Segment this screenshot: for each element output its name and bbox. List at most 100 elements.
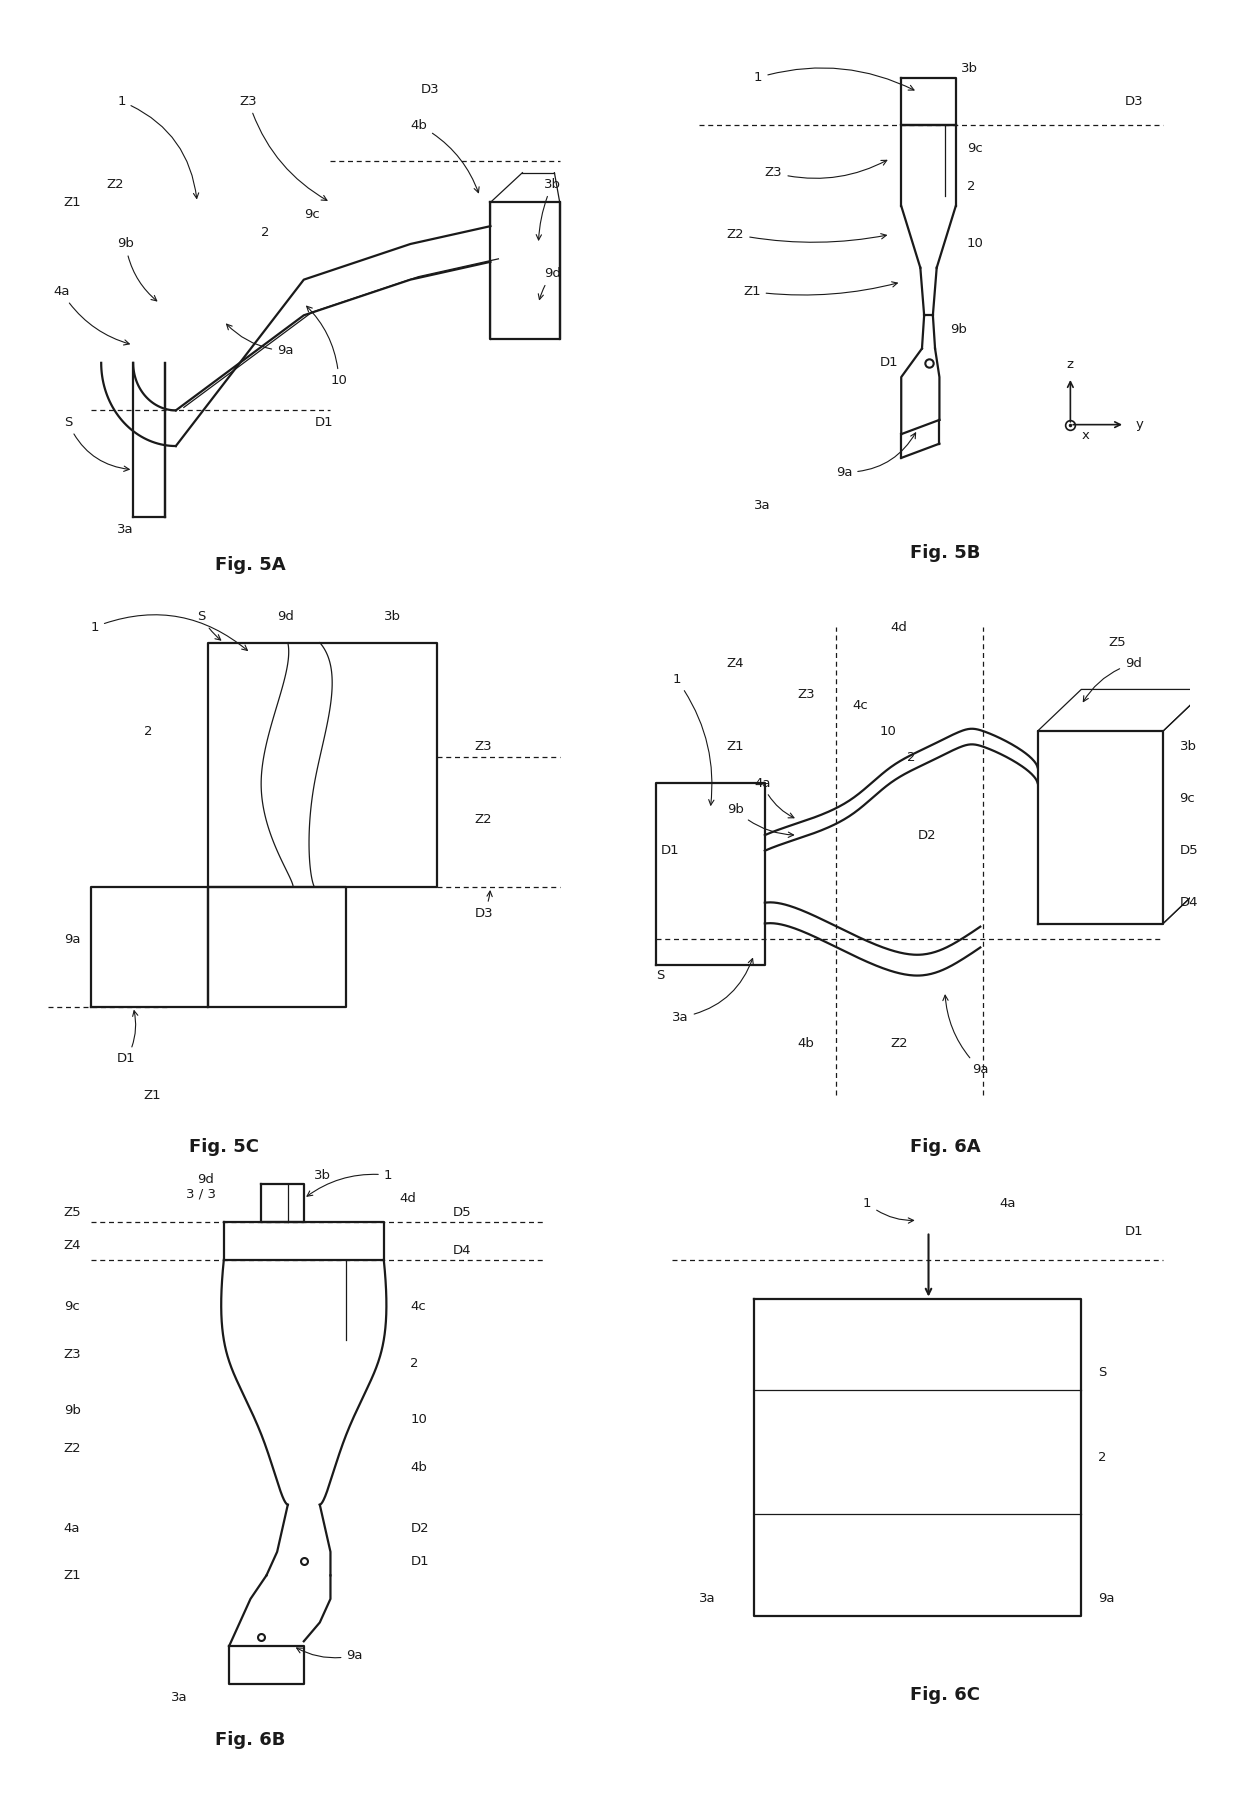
Text: D1: D1 [315, 416, 334, 429]
Text: D3: D3 [422, 83, 440, 95]
Text: Z5: Z5 [1109, 637, 1126, 649]
Text: D1: D1 [1125, 1225, 1143, 1238]
Text: 4a: 4a [754, 777, 794, 818]
Text: 1: 1 [863, 1197, 914, 1224]
Text: 4c: 4c [410, 1301, 427, 1313]
Text: 1: 1 [754, 68, 914, 90]
Text: D4: D4 [453, 1243, 471, 1258]
Text: 3b: 3b [961, 61, 978, 75]
Text: 3a: 3a [672, 958, 753, 1024]
Text: 9a: 9a [942, 996, 988, 1076]
Text: 3a: 3a [754, 499, 770, 511]
Text: Z2: Z2 [475, 813, 492, 825]
Text: 9b: 9b [950, 323, 967, 335]
Text: Z2: Z2 [107, 178, 124, 190]
Text: 2: 2 [906, 750, 915, 764]
Text: D5: D5 [453, 1206, 471, 1220]
Text: x: x [1081, 429, 1089, 441]
Text: Z2: Z2 [64, 1442, 82, 1455]
Text: 9a: 9a [64, 933, 81, 945]
Text: S: S [656, 969, 665, 981]
Text: 9a: 9a [1097, 1593, 1115, 1606]
Text: D1: D1 [410, 1555, 429, 1568]
Text: 9b: 9b [727, 802, 794, 838]
Text: 1: 1 [672, 673, 714, 806]
Text: 3a: 3a [699, 1593, 715, 1606]
Text: D2: D2 [410, 1521, 429, 1534]
Text: 10: 10 [306, 307, 347, 388]
Text: Z1: Z1 [64, 196, 82, 208]
Text: 1: 1 [308, 1168, 392, 1197]
Text: 4b: 4b [410, 1460, 428, 1473]
Text: 2: 2 [262, 226, 269, 239]
Text: 10: 10 [410, 1414, 428, 1426]
Text: D1: D1 [879, 357, 898, 370]
Text: 3b: 3b [383, 610, 401, 623]
Text: 9d: 9d [277, 610, 294, 623]
Text: Z4: Z4 [727, 657, 744, 669]
Text: 4a: 4a [64, 1521, 81, 1534]
Text: Z2: Z2 [890, 1037, 908, 1049]
Text: 9c: 9c [64, 1301, 79, 1313]
Text: S: S [64, 416, 129, 472]
Text: 1: 1 [117, 95, 198, 199]
Text: Fig. 6A: Fig. 6A [910, 1137, 980, 1157]
Text: 9a: 9a [227, 325, 294, 357]
Text: 4d: 4d [399, 1193, 417, 1206]
Text: 3b: 3b [315, 1168, 331, 1182]
Text: 10: 10 [967, 237, 983, 251]
Text: Fig. 5B: Fig. 5B [910, 544, 980, 562]
Text: S: S [197, 610, 221, 640]
Text: D4: D4 [1179, 897, 1198, 910]
Text: 3b: 3b [536, 178, 560, 240]
Text: 2: 2 [144, 725, 153, 737]
Text: Z3: Z3 [765, 160, 887, 179]
Text: 3a: 3a [170, 1692, 187, 1704]
Text: Z5: Z5 [64, 1206, 82, 1220]
Text: 9b: 9b [117, 237, 156, 301]
Text: 9a: 9a [836, 432, 915, 479]
Text: Fig. 6B: Fig. 6B [216, 1731, 285, 1749]
Text: 2: 2 [410, 1356, 419, 1371]
Text: Z3: Z3 [475, 741, 492, 753]
Text: 4b: 4b [410, 118, 479, 192]
Text: 9d: 9d [538, 267, 560, 300]
Text: 9d: 9d [197, 1173, 215, 1186]
Text: D2: D2 [918, 829, 936, 841]
Text: D1: D1 [117, 1010, 138, 1066]
Text: 1: 1 [91, 615, 248, 651]
Text: Z2: Z2 [727, 228, 887, 242]
Text: Z3: Z3 [64, 1347, 82, 1360]
Text: 4a: 4a [53, 285, 129, 344]
Text: 4a: 4a [999, 1197, 1016, 1209]
Text: D5: D5 [1179, 845, 1198, 858]
Text: Fig. 5A: Fig. 5A [216, 556, 285, 574]
Text: 9a: 9a [296, 1649, 363, 1661]
Text: 10: 10 [879, 725, 897, 737]
Text: Fig. 5C: Fig. 5C [188, 1137, 259, 1157]
Text: 9c: 9c [304, 208, 320, 221]
Text: D3: D3 [1125, 95, 1143, 108]
Text: 9c: 9c [967, 142, 982, 156]
Text: Z1: Z1 [743, 282, 898, 298]
Text: 3 / 3: 3 / 3 [186, 1188, 217, 1200]
Text: 4c: 4c [852, 698, 868, 712]
Text: 2: 2 [967, 181, 975, 194]
Text: Z3: Z3 [797, 689, 815, 701]
Text: 9c: 9c [1179, 793, 1195, 806]
Text: Z1: Z1 [727, 741, 744, 753]
Text: Fig. 6C: Fig. 6C [910, 1686, 980, 1704]
Text: Z4: Z4 [64, 1240, 82, 1252]
Text: 9d: 9d [1084, 657, 1142, 701]
Text: 4b: 4b [797, 1037, 815, 1049]
Text: 2: 2 [1097, 1451, 1106, 1464]
Text: D3: D3 [475, 892, 494, 920]
Text: D1: D1 [661, 845, 680, 858]
Text: 3b: 3b [1179, 741, 1197, 753]
Text: S: S [1097, 1367, 1106, 1380]
Text: Z3: Z3 [239, 95, 327, 201]
Text: Z1: Z1 [144, 1089, 161, 1102]
Text: 9b: 9b [64, 1405, 81, 1417]
Text: y: y [1136, 418, 1143, 431]
Text: 3a: 3a [117, 522, 134, 536]
